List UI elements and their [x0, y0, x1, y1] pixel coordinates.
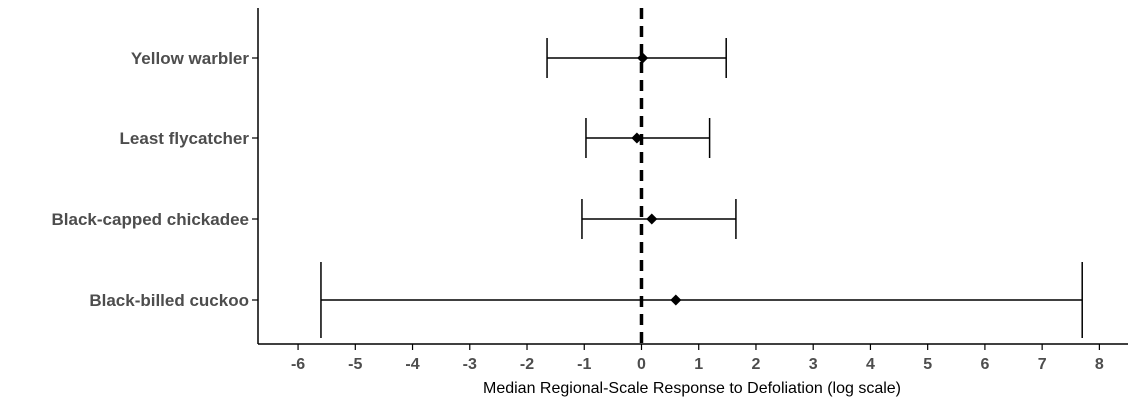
x-tick-label: 2	[752, 356, 761, 373]
x-tick-label: -6	[291, 356, 305, 373]
median-point	[637, 52, 649, 64]
marks-layer	[320, 38, 1083, 338]
x-tick-label: -1	[577, 356, 591, 373]
x-tick-label: -5	[348, 356, 362, 373]
x-tick-label: 4	[866, 356, 875, 373]
median-point	[670, 294, 682, 306]
x-tick-label: 8	[1095, 356, 1104, 373]
x-tick-label: -3	[463, 356, 477, 373]
y-tick-label: Black-capped chickadee	[52, 210, 249, 229]
x-tick-label: 6	[980, 356, 989, 373]
median-point	[631, 132, 643, 144]
axes-layer: -6 -5 -4 -3 -2 -1 0 1 2 3 4 5 6 7 8 Yellow warbler Least…	[52, 8, 1128, 373]
x-tick-label: 7	[1038, 356, 1047, 373]
x-axis-title: Median Regional-Scale Response to Defoli…	[483, 380, 901, 397]
x-tick-label: 3	[809, 356, 818, 373]
x-tick-label: 1	[694, 356, 703, 373]
x-tick-label: 0	[637, 356, 646, 373]
y-tick-label: Least flycatcher	[120, 129, 250, 148]
x-tick-label: -4	[405, 356, 419, 373]
y-tick-label: Yellow warbler	[131, 49, 249, 68]
x-tick-label: -2	[520, 356, 534, 373]
median-point	[646, 213, 658, 225]
y-tick-label: Black-billed cuckoo	[89, 291, 249, 310]
x-tick-label: 5	[923, 356, 932, 373]
